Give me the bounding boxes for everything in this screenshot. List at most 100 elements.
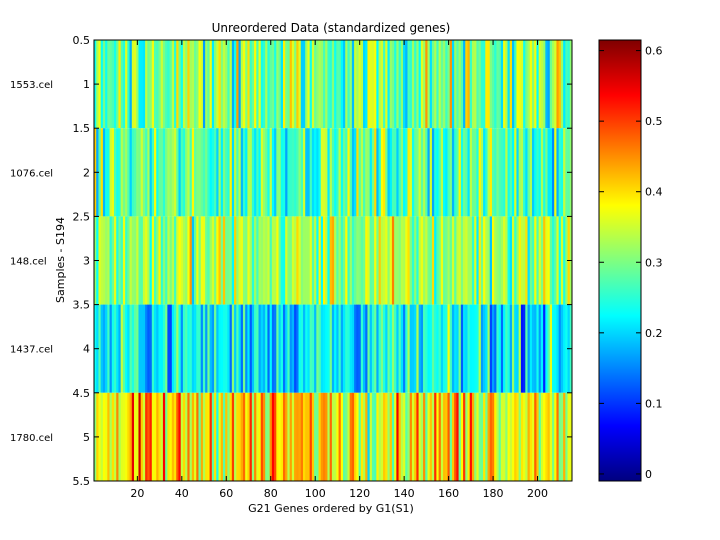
heatmap-cell xyxy=(389,216,393,305)
heatmap-cell xyxy=(565,128,568,217)
heatmap-cell xyxy=(383,216,386,305)
heatmap-cell xyxy=(251,304,255,393)
heatmap-cell xyxy=(276,216,279,305)
heatmap-cell xyxy=(420,304,424,393)
heatmap-cell xyxy=(543,216,546,305)
heatmap-cell xyxy=(545,40,548,129)
heatmap-cell xyxy=(191,40,195,129)
heatmap-cell xyxy=(271,216,275,305)
heatmap-cell xyxy=(345,128,348,217)
heatmap-cell xyxy=(491,40,495,129)
heatmap-cell xyxy=(305,128,308,217)
heatmap-cell xyxy=(185,128,188,217)
heatmap-cell xyxy=(122,392,126,481)
heatmap-cell xyxy=(425,304,428,393)
heatmap-cell xyxy=(394,392,397,481)
heatmap-cell xyxy=(205,128,208,217)
heatmap-cell xyxy=(547,40,551,129)
heatmap-cell xyxy=(289,392,293,481)
heatmap-cell xyxy=(320,216,324,305)
heatmap-cell xyxy=(560,304,564,393)
heatmap-cell xyxy=(225,128,228,217)
heatmap-cell xyxy=(169,128,173,217)
heatmap-cell xyxy=(165,128,168,217)
heatmap-cell xyxy=(151,304,155,393)
heatmap-cell xyxy=(467,40,471,129)
heatmap-cell xyxy=(429,304,433,393)
heatmap-cell xyxy=(147,128,150,217)
heatmap-cell xyxy=(443,40,446,129)
heatmap-cell xyxy=(329,40,333,129)
heatmap-cell xyxy=(487,392,491,481)
heatmap-cell xyxy=(227,40,230,129)
heatmap-cell xyxy=(483,304,486,393)
heatmap-cell xyxy=(334,304,337,393)
heatmap-cell xyxy=(431,392,435,481)
heatmap-cell xyxy=(140,128,144,217)
heatmap-cell xyxy=(551,40,555,129)
heatmap-cell xyxy=(176,128,179,217)
heatmap-cell xyxy=(245,216,248,305)
heatmap-cell xyxy=(120,40,124,129)
heatmap-cell xyxy=(507,304,511,393)
heatmap-cell xyxy=(162,128,166,217)
heatmap-cell xyxy=(387,40,391,129)
heatmap-cell xyxy=(160,128,164,217)
heatmap-cell xyxy=(505,128,508,217)
heatmap-cell xyxy=(540,392,544,481)
heatmap-cell xyxy=(371,128,375,217)
heatmap-cell xyxy=(260,40,264,129)
heatmap-cell xyxy=(209,392,213,481)
heatmap-cell xyxy=(556,304,560,393)
heatmap-cell xyxy=(189,128,193,217)
heatmap-cell xyxy=(331,216,335,305)
heatmap-cell xyxy=(380,128,384,217)
heatmap-cell xyxy=(463,392,466,481)
heatmap-cell xyxy=(178,392,182,481)
heatmap-cell xyxy=(354,304,357,393)
heatmap-cell xyxy=(222,216,226,305)
heatmap-cell xyxy=(380,40,384,129)
heatmap-cell xyxy=(167,392,170,481)
heatmap-cell xyxy=(538,304,542,393)
heatmap-cell xyxy=(149,304,153,393)
heatmap-cell xyxy=(147,304,150,393)
heatmap-cell xyxy=(391,40,395,129)
heatmap-cell xyxy=(171,304,175,393)
x-tick-label: 100 xyxy=(305,487,326,500)
heatmap-cell xyxy=(425,40,428,129)
heatmap-cell xyxy=(414,216,417,305)
heatmap-cell xyxy=(400,304,404,393)
heatmap-cell xyxy=(254,40,257,129)
heatmap-cell xyxy=(129,304,133,393)
heatmap-cell xyxy=(369,216,373,305)
heatmap-cell xyxy=(520,392,524,481)
heatmap-cell xyxy=(360,128,364,217)
heatmap-cell xyxy=(171,40,175,129)
heatmap-cell xyxy=(251,392,255,481)
heatmap-cell xyxy=(174,392,177,481)
heatmap-cell xyxy=(371,304,375,393)
heatmap-cell xyxy=(496,392,499,481)
heatmap-cell xyxy=(516,40,519,129)
heatmap-cell xyxy=(418,128,422,217)
heatmap-cell xyxy=(265,40,268,129)
heatmap-cell xyxy=(469,40,473,129)
heatmap-cell xyxy=(365,40,368,129)
heatmap-cell xyxy=(245,128,248,217)
heatmap-cell xyxy=(260,216,264,305)
heatmap-cell xyxy=(149,40,153,129)
heatmap-cell xyxy=(336,216,339,305)
heatmap-cell xyxy=(423,128,426,217)
heatmap-cell xyxy=(383,392,386,481)
heatmap-cell xyxy=(445,40,448,129)
heatmap-cell xyxy=(171,128,175,217)
heatmap-cell xyxy=(483,128,486,217)
heatmap-cell xyxy=(560,128,564,217)
heatmap-cell xyxy=(311,304,315,393)
heatmap-cell xyxy=(291,216,295,305)
heatmap-cell xyxy=(511,216,515,305)
heatmap-cell xyxy=(338,40,342,129)
heatmap-cell xyxy=(225,304,228,393)
